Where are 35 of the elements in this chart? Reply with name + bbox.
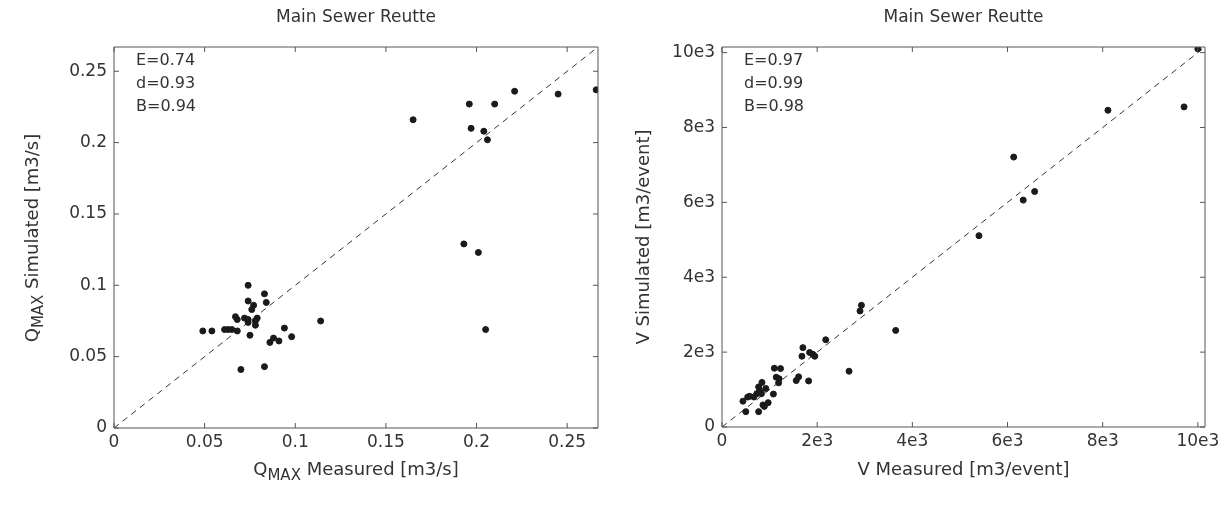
y-axis-title: V Simulated [m3/event] — [631, 129, 653, 345]
chart-title: Main Sewer Reutte — [883, 6, 1044, 26]
y-tick-label: 0.05 — [69, 345, 107, 366]
x-axis-title: Q$_{MAX}$ Measured [m3/s] — [253, 458, 459, 484]
annotation: E=0.74 — [136, 50, 196, 70]
annotation: E=0.97 — [744, 50, 804, 70]
y-tick-label: 6e3 — [682, 190, 715, 211]
y-tick-label: 8e3 — [682, 115, 715, 136]
x-tick-label: 2e3 — [801, 429, 834, 450]
x-tick-label: 8e3 — [1086, 429, 1119, 450]
x-tick-label: 0.2 — [463, 430, 491, 451]
x-tick-label: 0.1 — [281, 430, 309, 451]
y-tick-label: 10e3 — [672, 41, 715, 62]
y-tick-label: 0.15 — [69, 202, 107, 223]
x-tick-label: 6e3 — [991, 429, 1024, 450]
x-axis-title: V Measured [m3/event] — [857, 458, 1070, 479]
annotation: B=0.98 — [744, 96, 805, 116]
annotation: d=0.93 — [136, 73, 196, 93]
x-tick-label: 0.15 — [366, 430, 405, 451]
annotation: B=0.94 — [136, 96, 197, 116]
y-tick-label: 0 — [704, 415, 715, 436]
y-tick-label: 0.1 — [79, 273, 107, 294]
y-tick-label: 2e3 — [682, 340, 715, 361]
x-tick-label: 10e3 — [1176, 429, 1220, 450]
x-tick-label: 4e3 — [896, 429, 929, 450]
x-tick-label: 0.25 — [548, 430, 587, 451]
x-tick-label: 0 — [108, 430, 120, 451]
y-tick-label: 0 — [96, 416, 107, 437]
x-tick-label: 0 — [716, 429, 728, 450]
y-tick-label: 0.25 — [69, 59, 107, 80]
annotation: d=0.99 — [744, 73, 804, 93]
x-tick-label: 0.05 — [185, 430, 224, 451]
y-tick-label: 4e3 — [682, 265, 715, 286]
y-tick-label: 0.2 — [79, 131, 107, 152]
chart-title: Main Sewer Reutte — [275, 6, 437, 26]
